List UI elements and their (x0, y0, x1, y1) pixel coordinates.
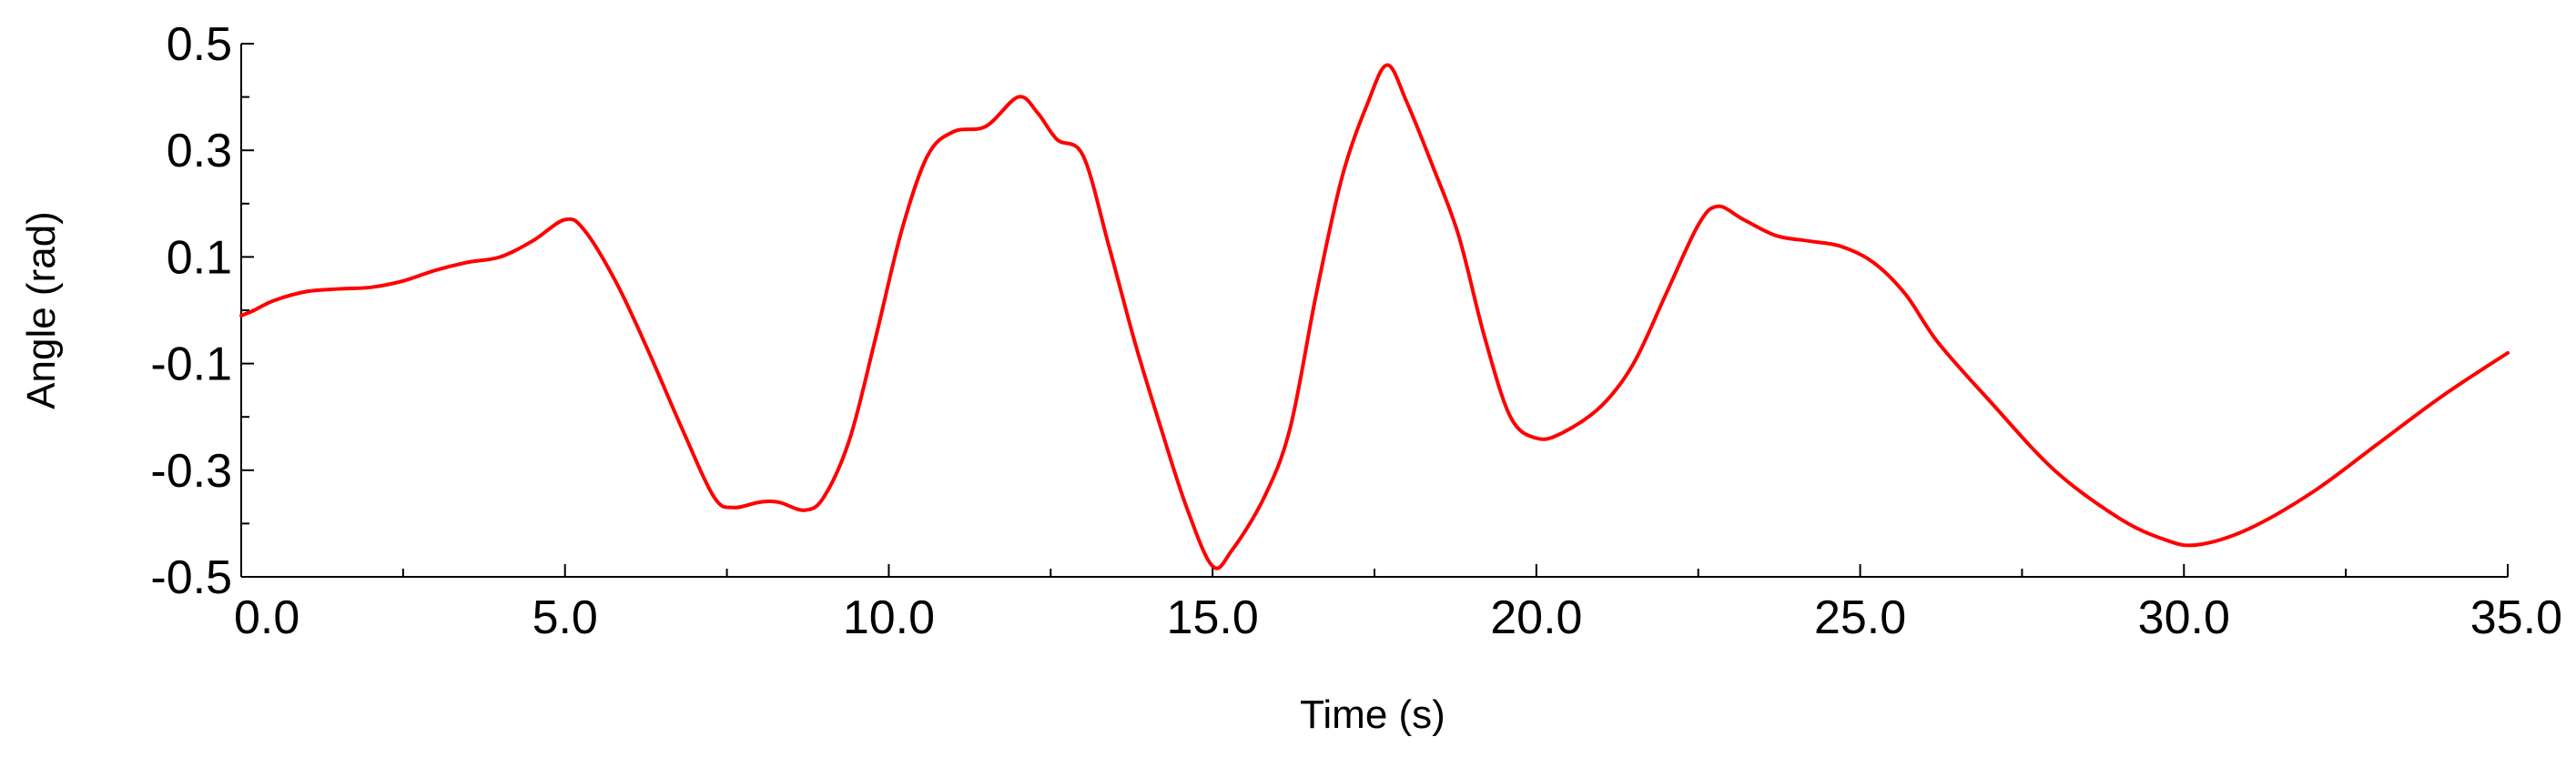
y-tick-label: -0.1 (150, 338, 232, 391)
x-tick-label: 20.0 (1490, 591, 1582, 644)
y-axis-title: Angle (rad) (19, 211, 64, 409)
x-tick-label: 0.0 (234, 591, 299, 644)
x-tick-label: 10.0 (843, 591, 935, 644)
x-tick-label: 35.0 (2470, 591, 2562, 644)
y-tick-label: 0.1 (167, 231, 232, 284)
y-tick-label: 0.3 (167, 125, 232, 177)
x-tick-label: 5.0 (532, 591, 598, 644)
y-tick-label: 0.5 (167, 18, 232, 71)
x-axis-title: Time (s) (1300, 692, 1445, 737)
x-tick-label: 30.0 (2138, 591, 2230, 644)
x-tick-label: 15.0 (1167, 591, 1259, 644)
x-tick-label: 25.0 (1814, 591, 1906, 644)
tick-labels: 0.0 5.0 10.0 15.0 20.0 25.0 30.0 35.0 0.5 0.3 0.1 -… (150, 18, 2562, 644)
plot-area (239, 63, 2510, 570)
axes (240, 43, 2509, 578)
y-tick-label: -0.5 (150, 551, 232, 604)
series-line (239, 63, 2510, 570)
y-tick-label: -0.3 (150, 445, 232, 498)
